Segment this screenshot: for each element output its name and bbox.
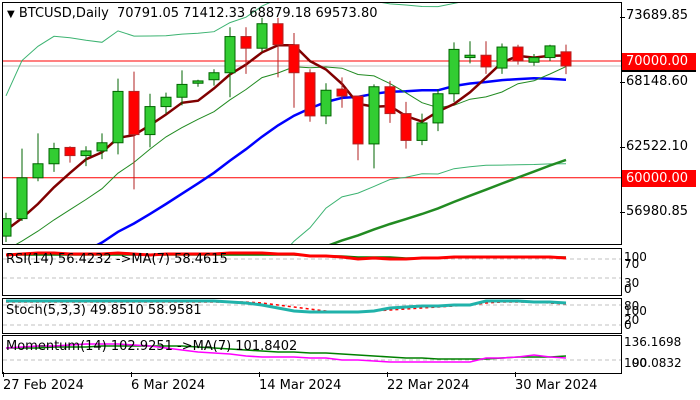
- momentum-level: 90.0832: [632, 356, 682, 370]
- date-tick: [3, 372, 4, 377]
- stoch-level: 0: [624, 318, 632, 332]
- dropdown-triangle-icon[interactable]: ▼: [7, 9, 15, 20]
- momentum-level: 100: [624, 356, 647, 370]
- rsi-panel[interactable]: RSI(14) 56.4232 ->MA(7) 58.4615: [2, 248, 622, 296]
- price-label: 62522.10: [626, 139, 689, 154]
- date-label: 22 Mar 2024: [387, 378, 470, 393]
- date-tick: [387, 372, 388, 377]
- rsi-chart: [3, 251, 621, 279]
- stochastic-panel[interactable]: Stoch(5,3,3) 49.8510 58.9581: [2, 298, 622, 334]
- symbol-label: BTCUSD,Daily: [18, 6, 109, 21]
- price-tag-60000: 60000.00: [622, 170, 696, 187]
- rsi-level: 70: [624, 257, 640, 271]
- price-label: 73689.85: [626, 8, 689, 23]
- date-tick: [131, 372, 132, 377]
- stoch-level: 80: [624, 299, 640, 313]
- stochastic-chart: [3, 299, 621, 326]
- date-tick: [259, 372, 260, 377]
- rsi-level: 0: [624, 282, 632, 296]
- date-label: 30 Mar 2024: [515, 378, 598, 393]
- axis-tick: [620, 17, 625, 18]
- momentum-level: 136.1698: [624, 335, 682, 349]
- current-price-marker: [622, 70, 696, 72]
- axis-tick: [620, 212, 625, 213]
- date-label: 6 Mar 2024: [131, 378, 206, 393]
- date-label: 27 Feb 2024: [3, 378, 84, 393]
- date-label: 14 Mar 2024: [259, 378, 342, 393]
- momentum-legend: Momentum(14) 102.9251 ->MA(7) 101.8402: [6, 339, 298, 354]
- price-label: 68148.60: [626, 74, 689, 89]
- rsi-level: 30: [624, 276, 640, 290]
- rsi-level: 100: [624, 250, 647, 264]
- price-tag-70000: 70000.00: [622, 53, 696, 70]
- axis-tick: [620, 82, 625, 83]
- candlestick-chart: [3, 3, 621, 244]
- price-chart-panel[interactable]: ▼ BTCUSD,Daily 70791.05 71412.33 68879.1…: [2, 2, 622, 245]
- price-label: 56980.85: [626, 204, 689, 219]
- date-tick: [515, 372, 516, 377]
- ohlc-values: 70791.05 71412.33 68879.18 69573.80: [116, 6, 378, 21]
- chart-header: ▼ BTCUSD,Daily 70791.05 71412.33 68879.1…: [7, 6, 377, 21]
- stoch-level: 100: [624, 304, 647, 318]
- axis-tick: [620, 147, 625, 148]
- momentum-chart: [3, 343, 621, 363]
- stoch-level: 20: [624, 313, 640, 327]
- rsi-legend: RSI(14) 56.4232 ->MA(7) 58.4615: [6, 252, 228, 267]
- stoch-legend: Stoch(5,3,3) 49.8510 58.9581: [6, 303, 202, 318]
- momentum-panel[interactable]: Momentum(14) 102.9251 ->MA(7) 101.8402: [2, 335, 622, 374]
